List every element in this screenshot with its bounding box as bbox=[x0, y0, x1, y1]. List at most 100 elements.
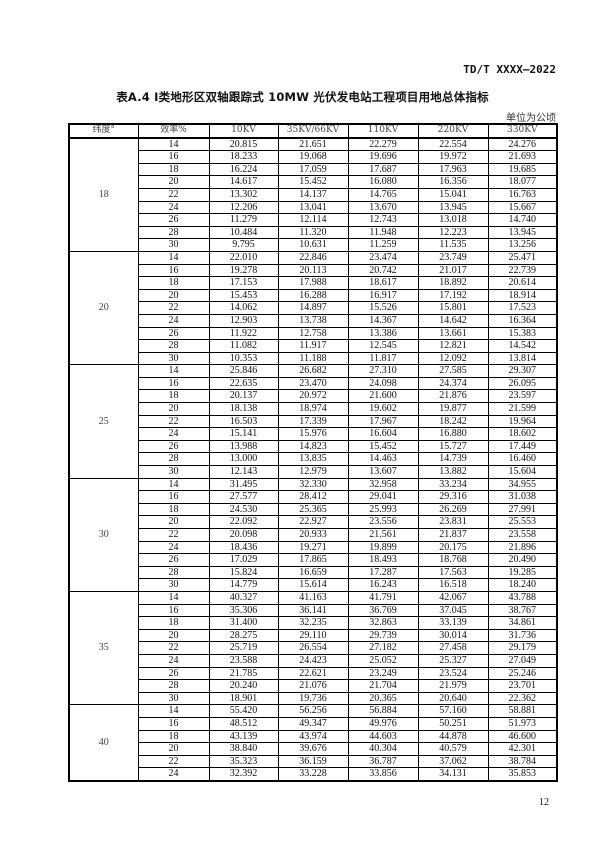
value-cell: 35.323 bbox=[208, 754, 279, 769]
value-cell: 17.059 bbox=[277, 162, 349, 177]
value-cell: 58.881 bbox=[487, 704, 558, 718]
table-row: 22 14.062 14.897 15.526 15.801 17.523 bbox=[69, 301, 558, 315]
value-cell: 33.234 bbox=[417, 477, 489, 492]
value-cell: 23.701 bbox=[487, 679, 558, 693]
table-row: 24 12.206 13.041 13.670 13.945 15.667 bbox=[69, 200, 558, 215]
value-cell: 12.821 bbox=[417, 339, 489, 353]
efficiency-cell: 16 bbox=[137, 263, 210, 278]
table-row: 22 16.503 17.339 17.967 18.242 19.964 bbox=[69, 414, 558, 429]
value-cell: 16.356 bbox=[417, 175, 489, 189]
value-cell: 25.052 bbox=[347, 653, 419, 668]
value-cell: 12.545 bbox=[347, 339, 419, 353]
column-header-latitude: 纬度° bbox=[68, 123, 139, 139]
value-cell: 34.861 bbox=[487, 616, 558, 630]
value-cell: 21.704 bbox=[347, 679, 419, 693]
table-row: 28 20.240 21.076 21.704 21.979 23.701 bbox=[69, 679, 558, 693]
value-cell: 16.224 bbox=[208, 162, 279, 177]
table-title: 表A.4 Ⅰ类地形区双轴跟踪式 10MW 光伏发电站工程项目用地总体指标 bbox=[116, 90, 489, 104]
value-cell: 11.279 bbox=[208, 213, 279, 227]
value-cell: 51.973 bbox=[487, 716, 558, 731]
efficiency-cell: 18 bbox=[137, 502, 210, 517]
value-cell: 19.602 bbox=[347, 402, 419, 416]
value-cell: 14.367 bbox=[347, 313, 419, 328]
value-cell: 15.526 bbox=[347, 301, 419, 315]
value-cell: 49.976 bbox=[347, 716, 419, 731]
value-cell: 27.577 bbox=[208, 490, 279, 504]
efficiency-cell: 20 bbox=[137, 175, 210, 189]
value-cell: 23.474 bbox=[347, 250, 419, 265]
value-cell: 23.249 bbox=[347, 666, 419, 681]
value-cell: 29.179 bbox=[487, 641, 558, 655]
value-cell: 41.163 bbox=[277, 590, 349, 605]
value-cell: 20.113 bbox=[277, 263, 349, 278]
value-cell: 20.365 bbox=[347, 691, 419, 706]
value-cell: 12.206 bbox=[208, 200, 279, 215]
value-cell: 18.892 bbox=[417, 276, 489, 290]
value-cell: 13.738 bbox=[277, 313, 349, 328]
value-cell: 13.386 bbox=[347, 326, 419, 341]
value-cell: 43.974 bbox=[277, 729, 349, 744]
table-row: 26 21.785 22.621 23.249 23.524 25.246 bbox=[69, 666, 558, 681]
value-cell: 25.993 bbox=[347, 502, 419, 517]
value-cell: 37.045 bbox=[417, 603, 489, 618]
value-cell: 22.279 bbox=[347, 137, 419, 152]
value-cell: 11.188 bbox=[277, 351, 349, 366]
value-cell: 22.554 bbox=[417, 137, 489, 152]
value-cell: 17.988 bbox=[277, 276, 349, 290]
value-cell: 13.018 bbox=[417, 213, 489, 227]
value-cell: 33.139 bbox=[417, 616, 489, 630]
value-cell: 21.876 bbox=[417, 389, 489, 404]
efficiency-cell: 30 bbox=[137, 238, 210, 252]
value-cell: 16.503 bbox=[208, 414, 279, 429]
value-cell: 17.287 bbox=[347, 565, 419, 580]
efficiency-cell: 14 bbox=[137, 137, 210, 152]
table-row: 30 14.779 15.614 16.243 16.518 18.240 bbox=[69, 578, 558, 592]
value-cell: 35.306 bbox=[208, 603, 279, 618]
value-cell: 17.963 bbox=[417, 162, 489, 177]
value-cell: 15.452 bbox=[277, 175, 349, 189]
value-cell: 18.617 bbox=[347, 276, 419, 290]
value-cell: 12.143 bbox=[208, 465, 279, 479]
efficiency-cell: 18 bbox=[137, 616, 210, 630]
latitude-cell: 40 bbox=[68, 704, 139, 782]
value-cell: 23.588 bbox=[208, 653, 279, 668]
efficiency-cell: 16 bbox=[137, 150, 210, 164]
table-row: 30 10.353 11.188 11.817 12.092 13.814 bbox=[69, 351, 558, 366]
value-cell: 13.882 bbox=[417, 465, 489, 479]
efficiency-cell: 20 bbox=[137, 402, 210, 416]
table-row: 24 12.903 13.738 14.367 14.642 16.364 bbox=[69, 313, 558, 328]
column-header-10kv: 10KV bbox=[208, 123, 279, 139]
value-cell: 24.374 bbox=[417, 376, 489, 391]
efficiency-cell: 20 bbox=[137, 628, 210, 643]
value-cell: 17.865 bbox=[277, 553, 349, 567]
value-cell: 14.897 bbox=[277, 301, 349, 315]
value-cell: 38.784 bbox=[487, 754, 558, 769]
efficiency-cell: 30 bbox=[137, 691, 210, 706]
column-header-110kv: 110KV bbox=[347, 123, 419, 139]
value-cell: 20.490 bbox=[487, 553, 558, 567]
efficiency-cell: 22 bbox=[137, 641, 210, 655]
efficiency-cell: 26 bbox=[137, 326, 210, 341]
value-cell: 25.553 bbox=[487, 515, 558, 529]
value-cell: 22.092 bbox=[208, 515, 279, 529]
value-cell: 46.600 bbox=[487, 729, 558, 744]
value-cell: 22.010 bbox=[208, 250, 279, 265]
value-cell: 12.092 bbox=[417, 351, 489, 366]
value-cell: 15.453 bbox=[208, 288, 279, 303]
value-cell: 18.901 bbox=[208, 691, 279, 706]
value-cell: 27.458 bbox=[417, 641, 489, 655]
value-cell: 19.877 bbox=[417, 402, 489, 416]
latitude-cell: 18 bbox=[68, 137, 139, 252]
value-cell: 25.846 bbox=[208, 364, 279, 378]
value-cell: 15.667 bbox=[487, 200, 558, 215]
efficiency-cell: 18 bbox=[137, 162, 210, 177]
table-row: 35 14 40.327 41.163 41.791 42.067 43.788 bbox=[68, 590, 558, 706]
value-cell: 19.285 bbox=[487, 565, 558, 580]
value-cell: 20.640 bbox=[417, 691, 489, 706]
efficiency-cell: 16 bbox=[137, 603, 210, 618]
table-row: 26 11.922 12.758 13.386 13.661 15.383 bbox=[69, 326, 558, 341]
value-cell: 17.192 bbox=[417, 288, 489, 303]
value-cell: 22.635 bbox=[208, 376, 279, 391]
value-cell: 18.914 bbox=[487, 288, 558, 303]
value-cell: 55.420 bbox=[208, 704, 279, 718]
